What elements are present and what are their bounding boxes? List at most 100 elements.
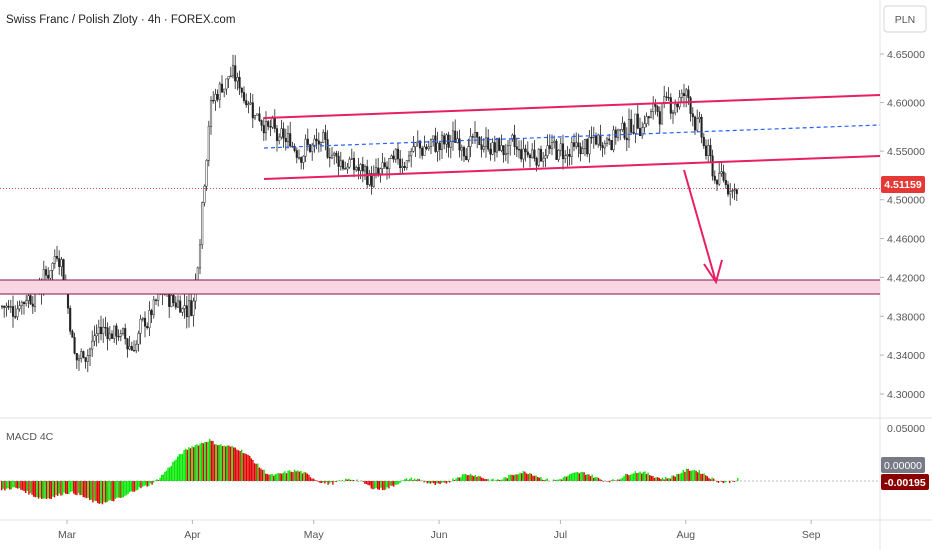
macd-bar: [679, 473, 681, 481]
currency-button[interactable]: [883, 5, 927, 33]
macd-bar: [461, 474, 464, 481]
macd-bar: [141, 481, 144, 487]
macd-bar: [589, 476, 592, 481]
candle-body: [546, 145, 549, 157]
macd-bar: [261, 469, 264, 481]
candle-body: [698, 116, 701, 119]
macd-bar: [586, 474, 588, 481]
macd-bar: [362, 481, 364, 482]
candle-body: [14, 316, 17, 318]
candle-body: [638, 128, 642, 137]
candle-body: [570, 142, 573, 157]
macd-bar: [570, 473, 572, 481]
candle-body: [216, 93, 219, 100]
macd-bar: [386, 481, 388, 488]
macd-bar: [282, 472, 284, 481]
candle-body: [31, 303, 34, 307]
candle-body: [689, 97, 692, 114]
chart-title: Swiss Franc / Polish Zloty · 4h · FOREX.…: [6, 14, 235, 26]
macd-bar: [167, 467, 169, 481]
candle-body: [379, 168, 382, 174]
candle-body: [509, 138, 512, 146]
candle-body: [231, 65, 235, 77]
candle-body: [117, 336, 120, 338]
macd-bar: [244, 453, 246, 481]
candle-body: [135, 343, 138, 351]
candle-body: [436, 142, 439, 152]
macd-bar: [381, 481, 384, 491]
macd-bar: [687, 468, 689, 481]
macd-bar: [84, 481, 86, 498]
macd-bar: [13, 481, 16, 488]
macd-bar: [92, 481, 94, 503]
macd-label: MACD 4C: [6, 431, 54, 443]
candle-body: [5, 305, 8, 308]
candle-body: [148, 310, 151, 329]
macd-bar: [348, 478, 350, 481]
macd-bar: [241, 449, 243, 481]
macd-bar: [458, 477, 460, 481]
candles-layer: [0, 54, 738, 373]
candle-body: [247, 103, 250, 106]
candle-body: [396, 148, 400, 160]
macd-bar: [479, 476, 481, 481]
macd-bar: [292, 472, 294, 481]
macd-bar: [511, 474, 513, 481]
macd-bar: [497, 479, 499, 481]
macd-bar: [41, 481, 43, 499]
macd-bar: [428, 481, 430, 484]
macd-bar: [533, 475, 536, 481]
candle-body: [73, 337, 76, 354]
macd-bar: [306, 473, 308, 481]
macd-bar: [233, 447, 235, 481]
candle-body: [462, 147, 466, 157]
candle-body: [451, 130, 455, 143]
macd-bar: [485, 479, 488, 481]
macd-bar: [682, 470, 684, 481]
candle-body: [707, 144, 710, 156]
candle-body: [713, 175, 716, 181]
macd-bar: [466, 475, 468, 481]
target-arrow-shaft: [683, 169, 717, 283]
macd-bar: [231, 445, 233, 481]
macd-bar: [45, 481, 48, 499]
candle-body: [555, 140, 558, 160]
candle-body: [174, 302, 177, 308]
macd-bar: [695, 470, 697, 481]
macd-bar: [668, 478, 670, 481]
candle-body: [84, 357, 87, 362]
macd-bar: [647, 472, 649, 481]
macd-bar: [674, 476, 676, 481]
candle-body: [335, 152, 338, 157]
macd-bar: [373, 481, 376, 489]
macd-bar: [82, 481, 84, 498]
candle-body: [282, 128, 285, 139]
macd-bar: [716, 481, 718, 482]
macd-bar: [21, 481, 24, 491]
macd-bar: [106, 481, 108, 502]
candle-body: [388, 158, 391, 170]
candle-body: [709, 144, 712, 157]
candle-body: [51, 262, 54, 271]
candle-body: [458, 138, 461, 151]
macd-bar: [657, 477, 659, 481]
candle-body: [500, 145, 503, 151]
macd-bar: [580, 472, 582, 481]
candle-body: [3, 305, 6, 308]
candle-body: [658, 111, 661, 125]
macd-bar: [133, 481, 136, 492]
macd-bar: [303, 471, 305, 481]
candle-body: [568, 154, 571, 157]
macd-bar: [234, 447, 236, 481]
current-price-value: 4.51159: [884, 179, 922, 191]
candle-body: [220, 83, 224, 93]
macd-bar: [113, 481, 115, 502]
macd-bar: [196, 444, 198, 481]
macd-bar: [501, 479, 504, 481]
candle-body: [27, 295, 30, 301]
macd-bar: [2, 481, 4, 489]
candle-body: [704, 145, 708, 156]
macd-bar: [484, 478, 486, 481]
macd-bar: [482, 478, 484, 481]
